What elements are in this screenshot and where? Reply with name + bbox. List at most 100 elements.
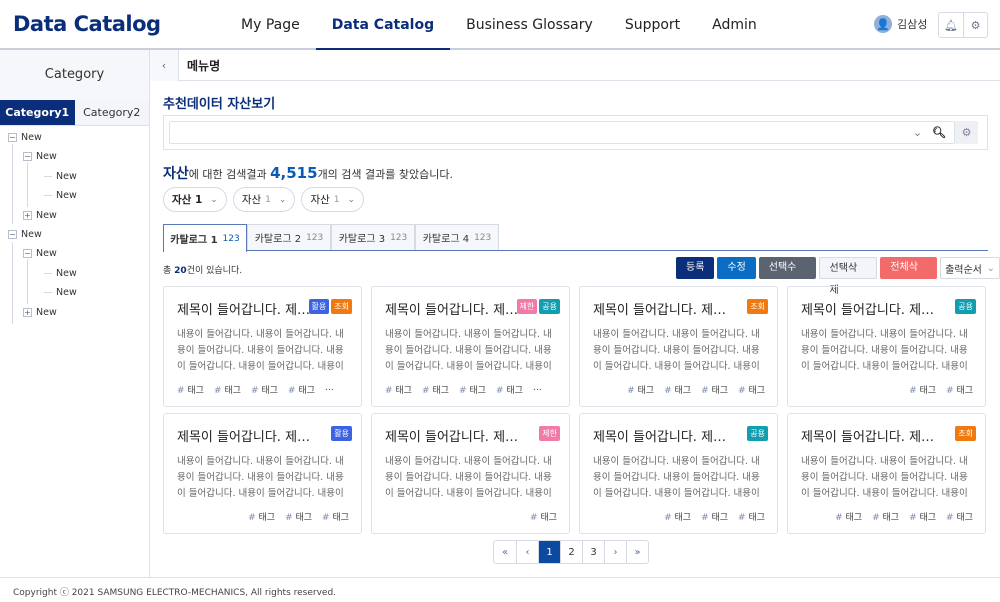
tree-node[interactable]: + New [23, 210, 57, 221]
logo[interactable]: Data Catalog [13, 12, 161, 36]
tree-node[interactable]: New [44, 268, 77, 279]
action-button[interactable]: 선택수정 [758, 257, 816, 295]
collapse-icon[interactable]: − [23, 152, 32, 162]
card-title[interactable]: 제목이 들어갑니다. 제… [593, 303, 727, 318]
action-button[interactable]: 선택삭제 [818, 257, 878, 296]
tree-node[interactable]: New [44, 287, 77, 298]
status-badge: 활용 [308, 299, 330, 314]
tree-node[interactable]: + New [23, 307, 57, 318]
gear-icon[interactable]: ⚙ [963, 13, 987, 37]
tag[interactable]: # 태그 [946, 383, 973, 396]
tag[interactable]: # 태그 [285, 510, 312, 523]
tag[interactable]: # 태그 [872, 510, 899, 523]
tag[interactable]: # 태그 [251, 383, 278, 396]
next-page-button[interactable]: › [604, 541, 626, 563]
data-card[interactable]: 제목이 들어갑니다. 제… 활용 조회 내용이 들어갑니다. 내용이 들어갑니다. 내… [163, 286, 362, 407]
filter-chip[interactable]: 자산 1 ⌄ [232, 187, 296, 212]
data-card[interactable]: 제목이 들어갑니다. 제… 활용 내용이 들어갑니다. 내용이 들어갑니다. 내용이… [163, 413, 362, 534]
last-page-button[interactable]: » [626, 541, 648, 563]
card-title[interactable]: 제목이 들어갑니다. 제… [177, 430, 311, 445]
data-card[interactable]: 제목이 들어갑니다. 제… 공용 내용이 들어갑니다. 내용이 들어갑니다. 내용이… [579, 413, 778, 534]
more-tags[interactable]: … [532, 383, 542, 393]
tag[interactable]: # 태그 [909, 383, 936, 396]
tag[interactable]: # 태그 [909, 510, 936, 523]
tag[interactable]: # 태그 [322, 510, 349, 523]
sidebar: Category Category1 Category2 − New − New New… [0, 50, 150, 577]
tag[interactable]: # 태그 [214, 383, 241, 396]
card-badges: 제한 [539, 426, 560, 441]
nav-my-page[interactable]: My Page [241, 17, 300, 33]
tag[interactable]: # 태그 [422, 383, 449, 396]
tag[interactable]: # 태그 [701, 383, 728, 396]
data-card[interactable]: 제목이 들어갑니다. 제… 조회 내용이 들어갑니다. 내용이 들어갑니다. 내용이… [787, 413, 986, 534]
tag[interactable]: # 태그 [496, 383, 523, 396]
tag[interactable]: # 태그 [385, 383, 412, 396]
nav-admin[interactable]: Admin [712, 17, 757, 33]
data-card[interactable]: 제목이 들어갑니다. 제… 공용 내용이 들어갑니다. 내용이 들어갑니다. 내용이… [787, 286, 986, 407]
tag[interactable]: # 태그 [664, 383, 691, 396]
tree-node[interactable]: − New [8, 229, 42, 240]
card-title[interactable]: 제목이 들어갑니다. 제… [385, 430, 519, 445]
filter-chip[interactable]: 자산 1 ⌄ [301, 187, 365, 212]
tree-node-label: New [21, 229, 42, 240]
tree-node[interactable]: New [44, 190, 77, 201]
collapse-icon[interactable]: − [8, 230, 17, 239]
tree-node[interactable]: − New [8, 132, 42, 143]
expand-icon[interactable]: + [23, 307, 32, 317]
user-menu[interactable]: 👤 김삼성 [874, 15, 927, 33]
card-title[interactable]: 제목이 들어갑니다. 제… [385, 303, 519, 318]
card-title[interactable]: 제목이 들어갑니다. 제… [177, 303, 311, 318]
tab-catalog-1[interactable]: 카탈로그 1 123 [163, 224, 247, 252]
sort-select[interactable]: 출력순서 ⌄ [940, 257, 1000, 279]
nav-business-glossary[interactable]: Business Glossary [466, 17, 593, 33]
tab-catalog-2[interactable]: 카탈로그 2 123 [247, 224, 331, 250]
tag[interactable]: # 태그 [459, 383, 486, 396]
page-button[interactable]: 2 [560, 541, 582, 563]
chevron-down-icon[interactable]: ⌄ [912, 126, 923, 139]
chevron-left-icon[interactable]: ‹ [150, 49, 179, 81]
tab-catalog-3[interactable]: 카탈로그 3 123 [331, 224, 415, 250]
tag[interactable]: # 태그 [738, 383, 765, 396]
collapse-icon[interactable]: − [8, 133, 17, 142]
card-title[interactable]: 제목이 들어갑니다. 제… [593, 430, 727, 445]
tag[interactable]: # 태그 [835, 510, 862, 523]
first-page-button[interactable]: « [501, 546, 509, 558]
tag[interactable]: # 태그 [530, 510, 557, 523]
tab-category2[interactable]: Category2 [74, 100, 149, 125]
tab-category1[interactable]: Category1 [0, 100, 75, 125]
action-button[interactable]: 수정 [717, 257, 756, 279]
tree-node[interactable]: New [44, 171, 77, 182]
tag[interactable]: # 태그 [288, 383, 315, 396]
tab-catalog-4[interactable]: 카탈로그 4 123 [415, 224, 499, 250]
action-button[interactable]: 전체삭제 [880, 257, 938, 295]
data-card[interactable]: 제목이 들어갑니다. 제… 제한 내용이 들어갑니다. 내용이 들어갑니다. 내용이… [371, 413, 570, 534]
tag[interactable]: # 태그 [946, 510, 973, 523]
tag[interactable]: # 태그 [701, 510, 728, 523]
page-button[interactable]: 1 [538, 541, 560, 563]
more-tags[interactable]: … [324, 383, 334, 393]
filter-chip[interactable]: 자산 1 ⌄ [163, 187, 227, 212]
card-title[interactable]: 제목이 들어갑니다. 제… [801, 430, 935, 445]
search-input[interactable]: ⌄ 🔍︎ [169, 121, 955, 144]
action-button[interactable]: 등록 [676, 257, 715, 279]
tag[interactable]: # 태그 [664, 510, 691, 523]
search-settings-gear-icon[interactable]: ⚙ [955, 121, 978, 144]
tree-node[interactable]: − New [23, 248, 57, 259]
tree-node[interactable]: − New [23, 151, 57, 162]
nav-support[interactable]: Support [624, 17, 681, 33]
card-title[interactable]: 제목이 들어갑니다. 제… [801, 303, 935, 318]
bell-icon[interactable]: 🔔︎ [944, 18, 958, 32]
page-button[interactable]: 3 [582, 541, 604, 563]
tag[interactable]: # 태그 [248, 510, 275, 523]
prev-page-button[interactable]: ‹ [516, 541, 538, 563]
nav-data-catalog[interactable]: Data Catalog [315, 0, 451, 50]
data-card[interactable]: 제목이 들어갑니다. 제… 제한 공용 내용이 들어갑니다. 내용이 들어갑니다. 내… [371, 286, 570, 407]
collapse-icon[interactable]: − [23, 249, 32, 259]
search-icon[interactable]: 🔍︎ [932, 126, 946, 139]
tag[interactable]: # 태그 [177, 383, 204, 396]
data-card[interactable]: 제목이 들어갑니다. 제… 조회 내용이 들어갑니다. 내용이 들어갑니다. 내용이… [579, 286, 778, 407]
tag[interactable]: # 태그 [627, 383, 654, 396]
tag-label: 태그 [469, 386, 486, 396]
tag[interactable]: # 태그 [738, 510, 765, 523]
expand-icon[interactable]: + [23, 210, 32, 220]
